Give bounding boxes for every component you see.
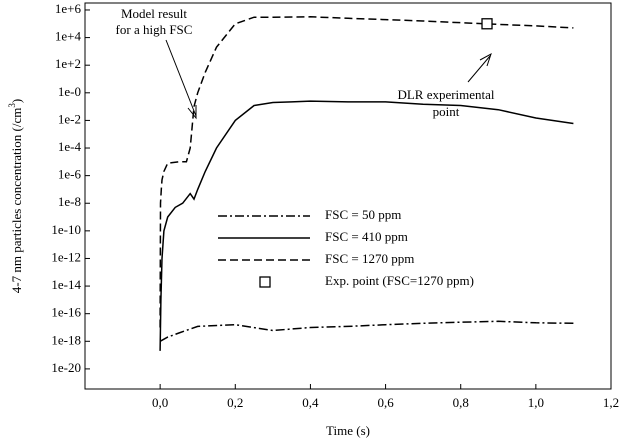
legend-label: FSC = 1270 ppm (325, 251, 414, 266)
arrowhead (479, 52, 492, 67)
x-tick-label: 0,6 (377, 395, 394, 410)
y-label-sup: 3 (7, 103, 17, 108)
y-tick-label: 1e+2 (55, 56, 81, 71)
legend-marker (259, 276, 271, 288)
data-point (481, 18, 493, 30)
y-tick-label: 1e-18 (51, 332, 81, 347)
plot-frame (84, 2, 612, 390)
series-line (159, 320, 574, 342)
y-tick-label: 1e-4 (58, 139, 82, 154)
y-axis-label: 4-7 nm particles concentration (/cm3) (7, 99, 24, 293)
y-label-text: 4-7 nm particles concentration (/cm (9, 108, 24, 294)
y-tick-label: 1e-2 (58, 111, 81, 126)
y-tick-label: 1e-16 (51, 305, 81, 320)
x-tick-label: 1,0 (528, 395, 544, 410)
series-line (159, 16, 574, 328)
x-axis-label: Time (s) (326, 423, 370, 438)
y-tick-label: 1e-12 (51, 249, 81, 264)
legend-label: Exp. point (FSC=1270 ppm) (325, 273, 474, 288)
legend-label: FSC = 410 ppm (325, 229, 408, 244)
x-tick-label: 1,2 (603, 395, 619, 410)
x-tick-label: 0,0 (152, 395, 168, 410)
arrows (165, 39, 492, 120)
arrow (467, 55, 491, 83)
y-tick-label: 1e-14 (51, 277, 81, 292)
annotation: for a high FSC (116, 22, 193, 37)
y-tick-label: 1e-8 (58, 194, 81, 209)
x-tick-label: 0,4 (302, 395, 319, 410)
y-tick-label: 1e-6 (58, 167, 82, 182)
annotation: DLR experimental (397, 87, 494, 102)
annotation: Model result (121, 6, 187, 21)
y-tick-label: 1e-0 (58, 84, 81, 99)
y-label-end: ) (9, 99, 24, 103)
arrow (165, 39, 197, 117)
series-line (159, 100, 574, 351)
x-tick-label: 0,8 (453, 395, 469, 410)
annotation: point (433, 104, 460, 119)
y-tick-label: 1e+4 (55, 29, 82, 44)
y-tick-label: 1e-20 (51, 360, 81, 375)
x-tick-label: 0,2 (227, 395, 243, 410)
y-tick-label: 1e-10 (51, 222, 81, 237)
legend-label: FSC = 50 ppm (325, 207, 401, 222)
y-tick-label: 1e+6 (55, 1, 82, 16)
arrowhead (187, 105, 197, 120)
